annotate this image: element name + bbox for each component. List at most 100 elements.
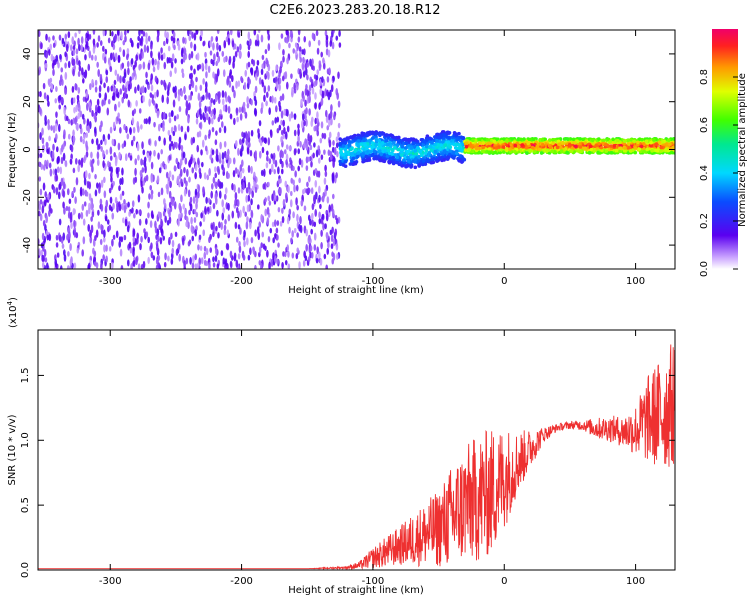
spectrogram-cell xyxy=(513,143,518,148)
y-tick-label: -40 xyxy=(22,237,33,253)
spectrogram-cell xyxy=(196,52,200,61)
spectrogram-cell xyxy=(216,42,219,51)
spectrogram-cell xyxy=(363,143,367,147)
spectrogram-cell xyxy=(282,48,285,56)
spectrogram-cell xyxy=(83,156,86,164)
spectrogram-cell xyxy=(70,119,74,126)
spectrogram-cell xyxy=(276,220,280,227)
spectrogram-cell xyxy=(672,137,675,141)
spectrogram-cell xyxy=(191,235,195,242)
spectrogram-cell xyxy=(64,71,68,80)
spectrogram-cell xyxy=(231,183,234,191)
spectrogram-cell xyxy=(117,35,120,42)
spectrogram-cell xyxy=(123,123,126,131)
spectrogram-cell xyxy=(338,159,343,164)
spectrogram-cell xyxy=(48,209,51,217)
spectrogram-cell xyxy=(189,257,192,265)
spectrogram-cell xyxy=(314,92,317,100)
spectrogram-cell xyxy=(160,218,163,228)
spectrogram-cell xyxy=(123,72,127,79)
spectrogram-cell xyxy=(504,147,509,151)
spectrogram-cell xyxy=(212,71,215,79)
spectrogram-cell xyxy=(510,137,514,141)
spectrogram-cell xyxy=(266,155,269,162)
spectrogram-cell xyxy=(39,213,43,222)
spectrogram-cell xyxy=(383,149,388,153)
spectrogram-cell xyxy=(312,152,315,159)
spectrogram-cell xyxy=(89,83,92,91)
spectrogram-cell xyxy=(396,147,400,152)
spectrogram-cell xyxy=(222,69,226,78)
spectrogram-cell xyxy=(188,239,192,245)
spectrogram-cell xyxy=(101,99,104,107)
spectrogram-cell xyxy=(215,148,219,156)
spectrogram-cell xyxy=(281,216,285,224)
spectrogram-cell xyxy=(233,43,237,50)
spectrogram-cell xyxy=(54,123,58,132)
spectrogram-cell xyxy=(532,149,537,154)
spectrogram-cell xyxy=(164,164,168,170)
spectrogram-cell xyxy=(118,240,122,248)
spectrogram-cell xyxy=(300,159,304,168)
spectrogram-cell xyxy=(145,32,148,38)
spectrogram-cell xyxy=(204,207,207,215)
spectrogram-cell xyxy=(597,141,601,146)
spectrogram-cell xyxy=(49,43,53,51)
spectrogram-cell xyxy=(139,63,142,70)
spectrogram-cell xyxy=(114,158,118,167)
spectrogram-cell xyxy=(157,123,161,132)
x-tick-label: -200 xyxy=(230,576,253,587)
spectrogram-cell xyxy=(302,70,306,78)
spectrogram-cell xyxy=(175,248,179,256)
colorbar-tick-label: 0.0 xyxy=(699,261,710,277)
spectrogram-cell xyxy=(85,91,89,99)
spectrogram-cell xyxy=(189,30,192,35)
spectrogram-cell xyxy=(325,213,329,222)
spectrogram-cell xyxy=(267,33,271,41)
spectrogram-cell xyxy=(183,47,187,56)
spectrogram-cell xyxy=(252,247,256,255)
spectrogram-cell xyxy=(216,58,220,64)
spectrogram-cell xyxy=(248,78,251,85)
spectrogram-cell xyxy=(192,255,195,264)
spectrogram-cell xyxy=(180,58,184,65)
spectrogram-cell xyxy=(280,60,283,67)
spectrogram-cell xyxy=(190,156,193,165)
spectrogram-cell xyxy=(446,135,451,140)
spectrogram-cell xyxy=(604,142,608,147)
spectrogram-cell xyxy=(39,107,42,115)
spectrogram-cell xyxy=(308,108,311,116)
spectrogram-cell xyxy=(94,104,98,113)
spectrogram-cell xyxy=(260,262,263,269)
spectrogram-cell xyxy=(73,262,77,269)
spectrogram-cell xyxy=(332,159,335,168)
spectrogram-cell xyxy=(319,258,323,266)
spectrogram-cell xyxy=(118,151,121,161)
spectrogram-cell xyxy=(169,180,172,189)
spectrogram-cell xyxy=(67,31,71,39)
spectrogram-cell xyxy=(52,186,56,194)
spectrogram-cell xyxy=(471,149,475,154)
spectrogram-cell xyxy=(433,135,437,139)
spectrogram-cell xyxy=(198,100,202,109)
spectrogram-cell xyxy=(264,197,267,203)
spectrogram-cell xyxy=(48,233,52,242)
spectrogram-cell xyxy=(43,249,47,257)
spectrogram-cell xyxy=(225,96,228,103)
spectrogram-cell xyxy=(41,127,44,136)
spectrogram-cell xyxy=(271,221,275,228)
spectrogram-cell xyxy=(156,63,160,71)
spectrogram-cell xyxy=(551,141,555,146)
spectrogram-cell xyxy=(337,122,341,129)
spectrogram-cell xyxy=(145,118,148,125)
spectrogram-cell xyxy=(223,125,227,134)
spectrogram-cell xyxy=(163,61,167,70)
spectrogram-cell xyxy=(278,104,282,112)
spectrogram-cell xyxy=(121,96,125,104)
spectrogram-cell xyxy=(72,208,76,216)
spectrogram-cell xyxy=(184,207,187,216)
spectrogram-cell xyxy=(324,223,327,230)
spectrogram-cell xyxy=(589,147,594,152)
spectrogram-cell xyxy=(405,150,410,154)
spectrogram-cell xyxy=(80,44,84,52)
